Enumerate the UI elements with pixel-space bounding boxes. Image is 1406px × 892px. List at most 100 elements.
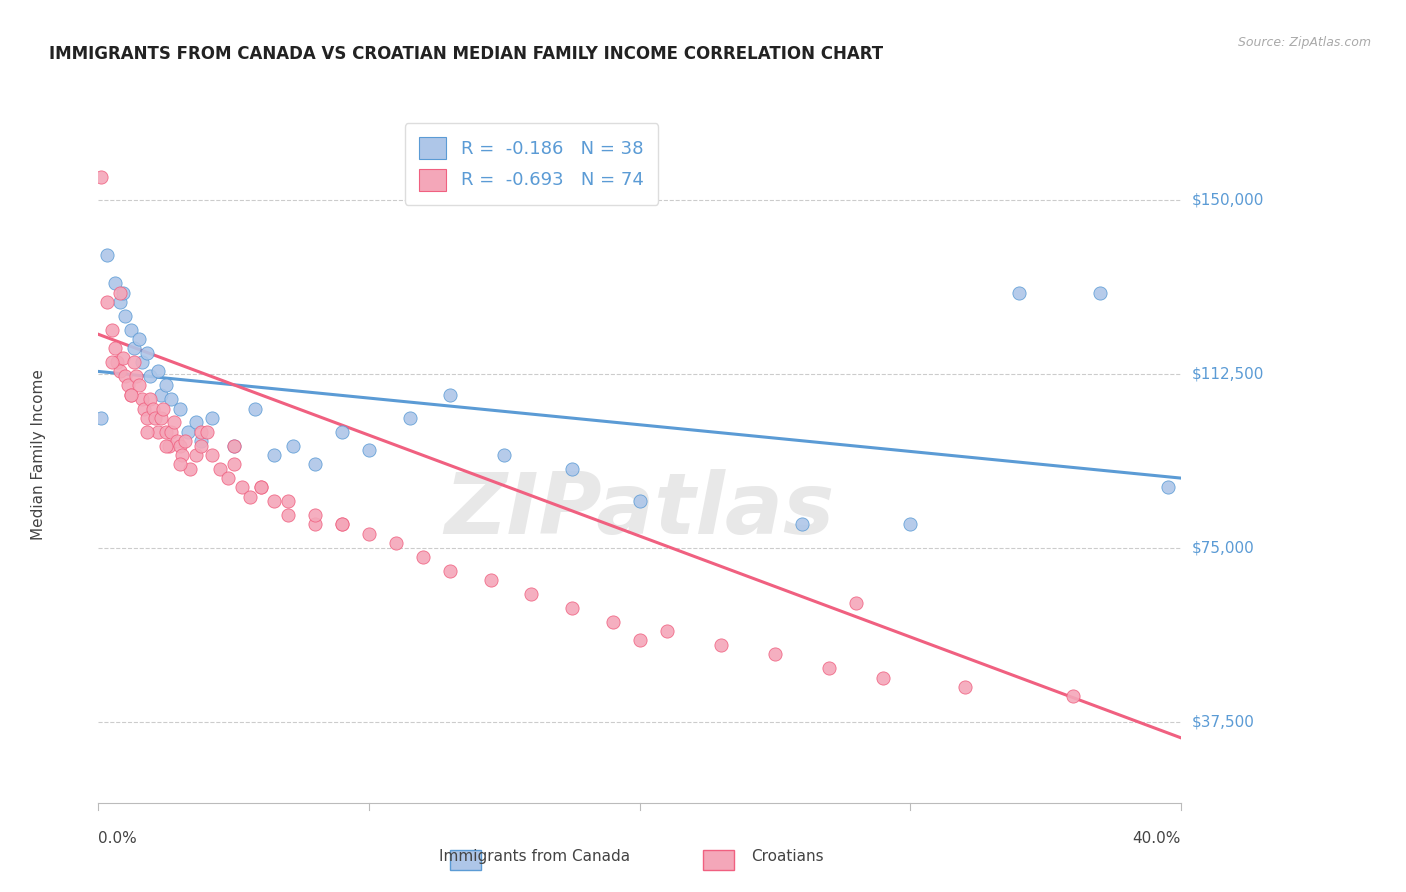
Text: Source: ZipAtlas.com: Source: ZipAtlas.com — [1237, 36, 1371, 49]
Text: Median Family Income: Median Family Income — [31, 369, 46, 541]
Point — [120, 387, 142, 401]
Point — [155, 439, 177, 453]
Point — [90, 410, 112, 425]
Point — [125, 369, 148, 384]
Point — [763, 648, 786, 662]
Point — [143, 410, 166, 425]
Point — [818, 661, 841, 675]
Point — [131, 355, 153, 369]
Point — [277, 508, 299, 523]
Point — [177, 425, 200, 439]
Point — [239, 490, 262, 504]
Point — [104, 341, 127, 355]
Point — [900, 517, 922, 532]
Point — [108, 285, 131, 300]
Point — [602, 615, 624, 629]
Point — [494, 448, 516, 462]
Point — [114, 309, 136, 323]
Point — [155, 425, 177, 439]
Text: Immigrants from Canada: Immigrants from Canada — [439, 849, 630, 863]
Point — [330, 425, 353, 439]
Point — [122, 341, 145, 355]
Text: $75,000: $75,000 — [1192, 541, 1256, 555]
Point — [561, 462, 583, 476]
Point — [149, 410, 172, 425]
Point — [190, 425, 212, 439]
Point — [139, 369, 162, 384]
Text: 40.0%: 40.0% — [1133, 830, 1181, 846]
Point — [149, 387, 172, 401]
Point — [90, 169, 112, 184]
Legend: R =  -0.186   N = 38, R =  -0.693   N = 74: R = -0.186 N = 38, R = -0.693 N = 74 — [405, 123, 658, 205]
Point — [101, 355, 124, 369]
Point — [169, 401, 191, 416]
Text: ZIPatlas: ZIPatlas — [444, 469, 835, 552]
Point — [146, 364, 169, 378]
Point — [1088, 285, 1111, 300]
Point — [104, 277, 127, 291]
Point — [174, 434, 197, 448]
Point — [111, 285, 134, 300]
Point — [114, 369, 136, 384]
Point — [250, 480, 273, 494]
Point — [120, 323, 142, 337]
Point — [184, 448, 207, 462]
Point — [304, 457, 326, 471]
Point — [439, 564, 461, 578]
Point — [628, 494, 651, 508]
Point — [872, 671, 894, 685]
Point — [1156, 480, 1178, 494]
Point — [263, 494, 285, 508]
Point — [179, 462, 201, 476]
Point — [163, 416, 186, 430]
Point — [166, 434, 188, 448]
Point — [412, 549, 434, 564]
Point — [250, 480, 273, 494]
Point — [201, 410, 224, 425]
Text: $150,000: $150,000 — [1192, 193, 1264, 207]
Point — [190, 439, 212, 453]
Point — [209, 462, 232, 476]
Point — [157, 439, 180, 453]
Point — [359, 443, 381, 458]
Point — [222, 457, 245, 471]
Point — [141, 401, 165, 416]
Point — [155, 378, 177, 392]
Point — [790, 517, 813, 532]
Point — [111, 351, 134, 365]
Text: $37,500: $37,500 — [1192, 714, 1256, 729]
Point — [561, 601, 583, 615]
Text: IMMIGRANTS FROM CANADA VS CROATIAN MEDIAN FAMILY INCOME CORRELATION CHART: IMMIGRANTS FROM CANADA VS CROATIAN MEDIA… — [49, 45, 883, 62]
Point — [169, 439, 191, 453]
Point — [222, 439, 245, 453]
Point — [217, 471, 239, 485]
Point — [655, 624, 678, 639]
Point — [710, 638, 733, 652]
Point — [845, 596, 868, 610]
Point — [1062, 689, 1084, 703]
Point — [201, 448, 224, 462]
Point — [136, 410, 159, 425]
Point — [101, 323, 124, 337]
Point — [304, 517, 326, 532]
Point — [136, 346, 159, 360]
Point — [245, 401, 267, 416]
Point — [120, 387, 142, 401]
Point — [160, 392, 183, 407]
Point — [136, 425, 159, 439]
Point — [96, 294, 118, 309]
Point — [304, 508, 326, 523]
Point — [263, 448, 285, 462]
Point — [953, 680, 976, 694]
Point — [184, 416, 207, 430]
Point — [108, 364, 131, 378]
Point — [190, 434, 212, 448]
Point — [152, 401, 174, 416]
Point — [117, 378, 139, 392]
Point — [122, 355, 145, 369]
Point — [169, 457, 191, 471]
Point — [628, 633, 651, 648]
Point — [439, 387, 461, 401]
Point — [139, 392, 162, 407]
Text: 0.0%: 0.0% — [98, 830, 138, 846]
